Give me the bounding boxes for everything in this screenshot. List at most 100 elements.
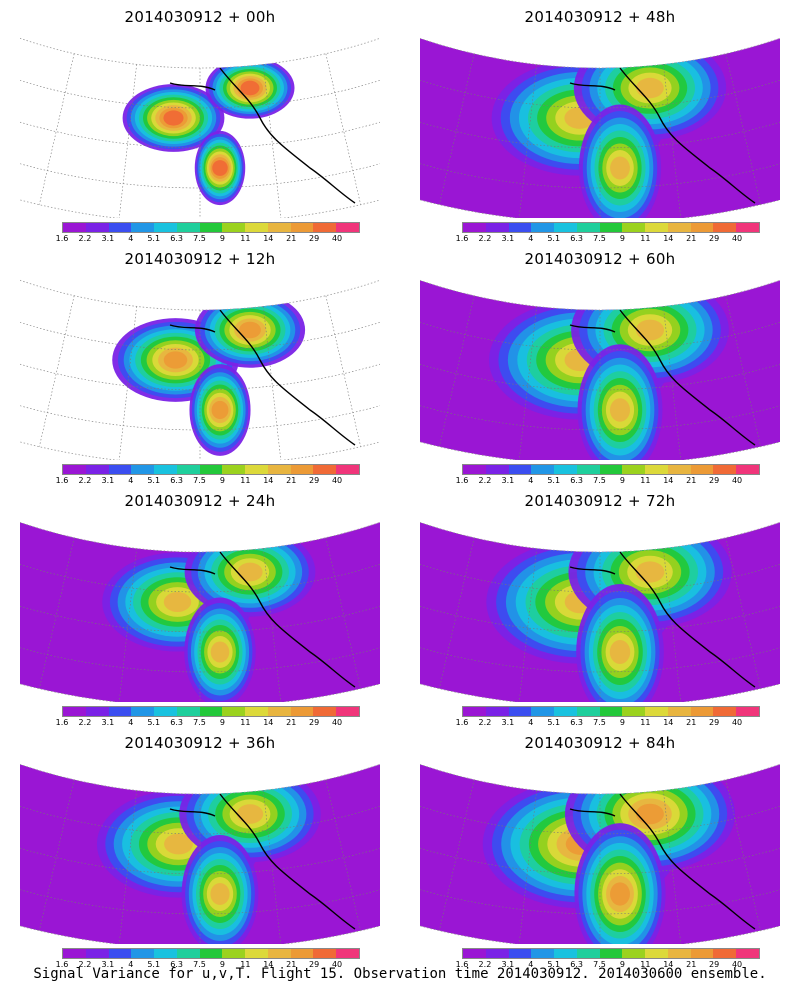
colorbar-swatch: [713, 949, 737, 958]
colorbar-swatch: [531, 223, 555, 232]
colorbar-tick-label: 2.2: [478, 718, 492, 727]
longitude-line: [663, 790, 682, 944]
colorbar-tick-label: 9: [619, 718, 625, 727]
map-panel: 2014030912 + 48h 1.6 2.2 3.1 4 5.1 6.3 7.5 9 11 14…: [400, 0, 800, 245]
longitude-line: [518, 64, 537, 218]
colorbar-swatch: [554, 949, 577, 958]
colorbar-tick-label: 9: [619, 476, 625, 485]
variance-contour: [635, 561, 665, 583]
colorbar-labels: 1.6 2.2 3.1 4 5.1 6.3 7.5 9 11 14 21 29 40: [456, 718, 760, 730]
map-panel: 2014030912 + 36h 1.6 2.2 3.1 4 5.1 6.3 7.5 9 11 14…: [0, 726, 400, 971]
colorbar-swatch: [645, 465, 668, 474]
colorbar-swatch: [290, 465, 314, 474]
colorbar-swatch: [599, 223, 623, 232]
colorbar-tick-label: 9: [619, 960, 625, 969]
colorbar: [62, 706, 360, 717]
colorbar-swatch: [485, 223, 509, 232]
colorbar-tick-label: 1.6: [455, 476, 469, 485]
colorbar-swatch: [622, 223, 646, 232]
colorbar-swatch: [154, 223, 177, 232]
colorbar-tick-label: 11: [640, 960, 651, 969]
colorbar-tick-label: 11: [640, 476, 651, 485]
latitude-line: [20, 837, 380, 875]
colorbar-tick-label: 7.5: [593, 718, 606, 727]
colorbar-tick-label: 4: [128, 476, 134, 485]
colorbar-swatch: [267, 949, 291, 958]
latitude-line: [420, 353, 780, 391]
colorbar-tick-label: 4: [128, 234, 134, 243]
longitude-line: [518, 548, 537, 702]
colorbar-tick-label: 14: [263, 234, 274, 243]
colorbar-swatch: [85, 223, 109, 232]
colorbar-swatch: [713, 465, 737, 474]
longitude-line: [39, 779, 75, 931]
longitude-line: [263, 64, 282, 218]
map-border: [420, 521, 780, 702]
variance-map: [420, 519, 780, 702]
colorbar-tick-label: 2.2: [478, 234, 492, 243]
panel-title: 2014030912 + 60h: [524, 250, 676, 268]
colorbar-tick-label: 2.2: [478, 960, 492, 969]
colorbar-tick-label: 1.6: [455, 718, 469, 727]
variance-contour: [236, 804, 264, 824]
map-border: [20, 37, 380, 218]
longitude-line: [725, 295, 761, 447]
colorbar-tick-label: 29: [309, 476, 320, 485]
colorbar-tick-label: 1.6: [455, 960, 469, 969]
longitude-line: [263, 306, 282, 460]
colorbar-tick-label: 6.3: [570, 476, 583, 485]
colorbar-swatch: [463, 949, 486, 958]
colorbar-swatch: [531, 465, 555, 474]
colorbar-tick-label: 40: [731, 234, 743, 243]
colorbar-swatch: [199, 949, 223, 958]
map-border: [420, 763, 780, 944]
colorbar-tick-label: 11: [640, 718, 651, 727]
colorbar-swatch: [313, 223, 337, 232]
colorbar-tick-label: 40: [731, 718, 743, 727]
colorbar-swatch: [599, 949, 623, 958]
colorbar-tick-label: 29: [309, 234, 320, 243]
latitude-line: [20, 353, 380, 391]
latitude-line: [20, 111, 380, 149]
colorbar-swatch: [554, 465, 577, 474]
colorbar-swatch: [463, 707, 486, 716]
variance-contour: [211, 400, 229, 420]
colorbar-tick-label: 9: [219, 234, 225, 243]
variance-map: [420, 761, 780, 944]
colorbar-swatch: [290, 223, 314, 232]
variance-contour: [163, 592, 192, 612]
colorbar-swatch: [222, 949, 246, 958]
colorbar-swatch: [463, 465, 486, 474]
colorbar-swatch: [108, 707, 132, 716]
panel-title: 2014030912 + 12h: [124, 250, 276, 268]
colorbar-tick-label: 5.1: [547, 718, 561, 727]
variance-contour: [609, 398, 631, 422]
colorbar-swatch: [63, 707, 86, 716]
variance-map: [420, 35, 780, 218]
variance-map: [20, 35, 380, 218]
variance-contour: [210, 883, 230, 905]
panel-title: 2014030912 + 72h: [524, 492, 676, 510]
colorbar-tick-label: 21: [686, 718, 697, 727]
colorbar-tick-label: 4: [528, 234, 534, 243]
longitude-line: [118, 306, 137, 460]
colorbar-tick-label: 7.5: [593, 960, 606, 969]
colorbar-tick-label: 11: [240, 960, 251, 969]
colorbar-tick-label: 40: [731, 476, 743, 485]
colorbar-tick-label: 29: [309, 718, 320, 727]
colorbar-swatch: [313, 707, 337, 716]
colorbar-tick-label: 5.1: [147, 718, 161, 727]
colorbar-tick-label: 3.1: [501, 234, 515, 243]
colorbar-swatch: [199, 707, 223, 716]
colorbar-swatch: [667, 223, 691, 232]
colorbar-swatch: [85, 949, 109, 958]
colorbar: [62, 222, 360, 233]
colorbar-swatch: [485, 707, 509, 716]
colorbar-tick-label: 3.1: [101, 960, 115, 969]
colorbar-swatch: [313, 465, 337, 474]
colorbar-tick-label: 29: [709, 718, 720, 727]
panel-title: 2014030912 + 24h: [124, 492, 276, 510]
colorbar-tick-label: 14: [663, 234, 674, 243]
variance-contour: [163, 351, 188, 369]
colorbar-swatch: [222, 707, 246, 716]
